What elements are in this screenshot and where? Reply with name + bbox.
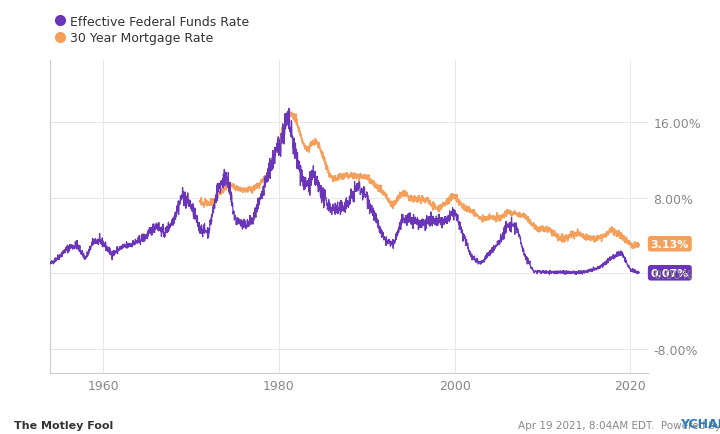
Text: YCHARTS: YCHARTS [680, 417, 720, 430]
Legend: Effective Federal Funds Rate, 30 Year Mortgage Rate: Effective Federal Funds Rate, 30 Year Mo… [57, 16, 250, 45]
Text: 3.13%: 3.13% [651, 239, 689, 249]
Text: The Motley Fool: The Motley Fool [14, 420, 114, 430]
Text: 0.07%: 0.07% [651, 268, 689, 278]
Text: Apr 19 2021, 8:04AM EDT.  Powered by: Apr 19 2021, 8:04AM EDT. Powered by [518, 420, 720, 430]
